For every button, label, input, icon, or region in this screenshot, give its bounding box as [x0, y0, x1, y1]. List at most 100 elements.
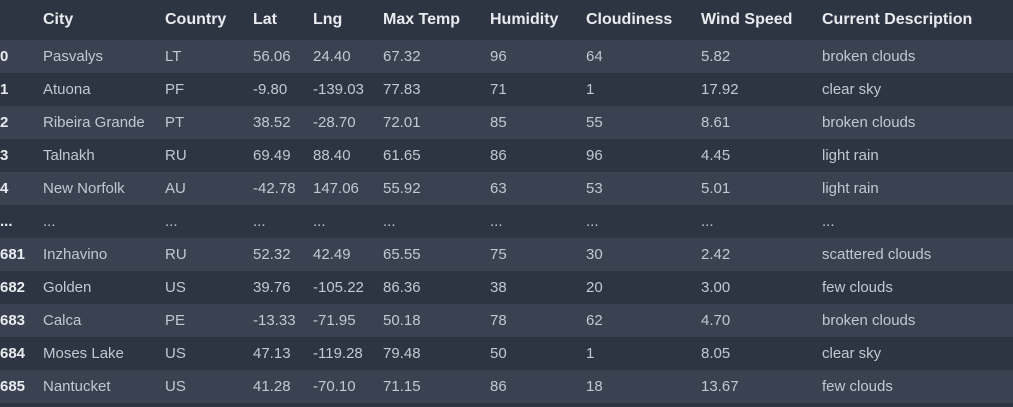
description-cell: few clouds — [822, 279, 893, 296]
lng-cell: ... — [313, 213, 326, 230]
description-cell: ... — [822, 213, 835, 230]
description-cell: clear sky — [822, 345, 882, 362]
table-row: 2 Ribeira Grande PT 38.52 -28.70 72.01 85 55 8.6… — [0, 106, 1013, 139]
wind-speed-cell: ... — [701, 213, 714, 230]
lng-cell: 24.40 — [313, 48, 351, 65]
max-temp-cell: 50.18 — [383, 312, 421, 329]
country-cell: AU — [165, 180, 186, 197]
description-cell: few clouds — [822, 378, 893, 395]
city-cell: Golden — [43, 279, 92, 296]
humidity-cell: 71 — [490, 81, 507, 98]
city-cell: Pasvalys — [43, 48, 104, 65]
max-temp-cell: 77.83 — [383, 81, 421, 98]
lat-cell: 38.52 — [253, 114, 291, 131]
lng-cell: 147.06 — [313, 180, 359, 197]
country-cell: RU — [165, 147, 187, 164]
lat-cell: ... — [253, 213, 266, 230]
table-row: 1 Atuona PF -9.80 -139.03 77.83 71 1 17.92 clear … — [0, 73, 1013, 106]
lat-cell: 41.28 — [253, 378, 291, 395]
wind-speed-cell: 5.01 — [701, 180, 731, 197]
cloudiness-cell: 20 — [586, 279, 603, 296]
row-index: 4 — [0, 180, 9, 197]
max-temp-cell: 86.36 — [383, 279, 421, 296]
humidity-header: Humidity — [490, 11, 559, 28]
max-temp-cell: 67.32 — [383, 48, 421, 65]
table-body: 0 Pasvalys LT 56.06 24.40 67.32 96 64 5.82 broken… — [0, 40, 1013, 403]
city-header: City — [43, 11, 74, 28]
humidity-cell: 86 — [490, 147, 507, 164]
current-description-header: Current Description — [822, 11, 973, 28]
wind-speed-cell: 5.82 — [701, 48, 731, 65]
humidity-cell: 75 — [490, 246, 507, 263]
row-index: 683 — [0, 312, 26, 329]
table-row: 683 Calca PE -13.33 -71.95 50.18 78 62 4.70 broke… — [0, 304, 1013, 337]
cloudiness-cell: ... — [586, 213, 599, 230]
lat-header: Lat — [253, 11, 277, 28]
country-cell: PT — [165, 114, 185, 131]
table-row: 3 Talnakh RU 69.49 88.40 61.65 86 96 4.45 light r… — [0, 139, 1013, 172]
lng-cell: -119.28 — [313, 345, 363, 362]
row-index: 682 — [0, 279, 26, 296]
humidity-cell: 50 — [490, 345, 507, 362]
cloudiness-cell: 30 — [586, 246, 603, 263]
lat-cell: 52.32 — [253, 246, 291, 263]
country-cell: US — [165, 345, 186, 362]
max-temp-header: Max Temp — [383, 11, 461, 28]
humidity-cell: 38 — [490, 279, 507, 296]
row-index: ... — [0, 213, 13, 230]
table-row: 682 Golden US 39.76 -105.22 86.36 38 20 3.00 few … — [0, 271, 1013, 304]
max-temp-cell: 71.15 — [383, 378, 421, 395]
city-cell: Ribeira Grande — [43, 114, 145, 131]
description-cell: scattered clouds — [822, 246, 932, 263]
humidity-cell: 96 — [490, 48, 507, 65]
wind-speed-header: Wind Speed — [701, 11, 793, 28]
country-cell: US — [165, 279, 186, 296]
row-index: 2 — [0, 114, 9, 131]
wind-speed-cell: 8.61 — [701, 114, 731, 131]
description-cell: clear sky — [822, 81, 882, 98]
table-row: 4 New Norfolk AU -42.78 147.06 55.92 63 53 5.01 l… — [0, 172, 1013, 205]
wind-speed-cell: 13.67 — [701, 378, 739, 395]
max-temp-cell: 72.01 — [383, 114, 421, 131]
table-row: .............................. — [0, 205, 1013, 238]
lng-cell: 88.40 — [313, 147, 351, 164]
lat-cell: -42.78 — [253, 180, 296, 197]
description-cell: broken clouds — [822, 312, 916, 329]
country-cell: PF — [165, 81, 185, 98]
cloudiness-cell: 55 — [586, 114, 603, 131]
max-temp-cell: 79.48 — [383, 345, 421, 362]
cloudiness-cell: 18 — [586, 378, 603, 395]
country-header: Country — [165, 11, 227, 28]
city-cell: Atuona — [43, 81, 91, 98]
row-index: 0 — [0, 48, 9, 65]
cloudiness-cell: 96 — [586, 147, 603, 164]
table-row: 0 Pasvalys LT 56.06 24.40 67.32 96 64 5.82 broken… — [0, 40, 1013, 73]
wind-speed-cell: 2.42 — [701, 246, 731, 263]
cloudiness-cell: 53 — [586, 180, 603, 197]
city-cell: ... — [43, 213, 56, 230]
city-cell: Calca — [43, 312, 82, 329]
row-index: 1 — [0, 81, 9, 98]
humidity-cell: 85 — [490, 114, 507, 131]
wind-speed-cell: 17.92 — [701, 81, 739, 98]
cloudiness-cell: 62 — [586, 312, 603, 329]
row-index: 3 — [0, 147, 9, 164]
city-cell: Talnakh — [43, 147, 95, 164]
country-cell: PE — [165, 312, 186, 329]
table-row: 684 Moses Lake US 47.13 -119.28 79.48 50 1 8.05 c… — [0, 337, 1013, 370]
country-cell: RU — [165, 246, 187, 263]
row-index: 685 — [0, 378, 26, 395]
humidity-cell: ... — [490, 213, 503, 230]
city-cell: Inzhavino — [43, 246, 108, 263]
lng-cell: -105.22 — [313, 279, 364, 296]
table-header: City Country Lat Lng Max Temp Humidity Cloudin… — [0, 0, 1013, 40]
description-cell: broken clouds — [822, 114, 916, 131]
lat-cell: 47.13 — [253, 345, 291, 362]
max-temp-cell: 65.55 — [383, 246, 421, 263]
cloudiness-cell: 1 — [586, 81, 595, 98]
cloudiness-cell: 1 — [586, 345, 595, 362]
wind-speed-cell: 4.45 — [701, 147, 731, 164]
description-cell: broken clouds — [822, 48, 916, 65]
humidity-cell: 86 — [490, 378, 507, 395]
